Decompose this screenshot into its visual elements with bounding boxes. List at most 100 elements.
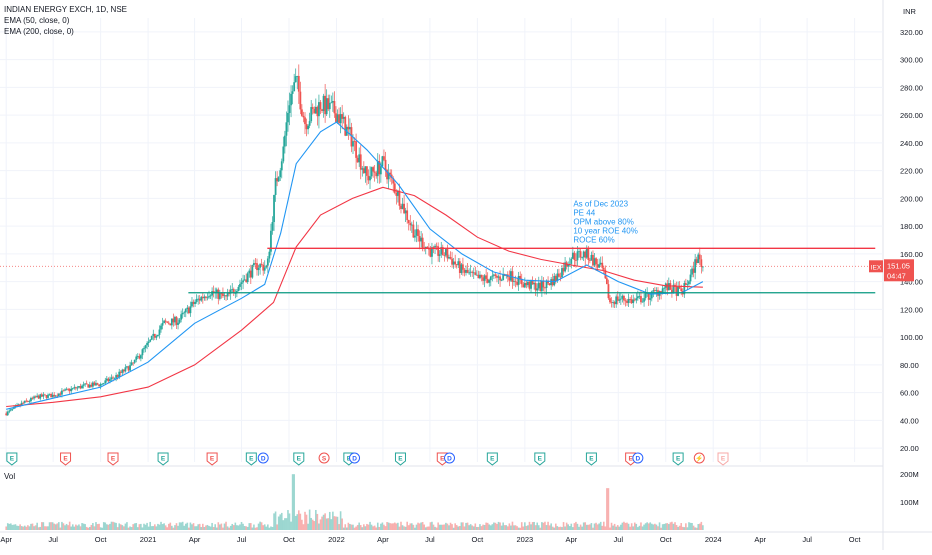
volume-bar [273, 513, 275, 530]
volume-bar [104, 522, 107, 530]
price-tick-label: 200.00 [900, 194, 923, 203]
candle [177, 318, 179, 330]
volume-bar [441, 524, 444, 530]
volume-bar [305, 514, 308, 530]
volume-bar [239, 524, 241, 530]
event-badge[interactable]: E [293, 452, 305, 466]
candle [350, 122, 353, 153]
axes[interactable]: 20.00 40.00 60.00 80.00 100.00 120.00 140.00 16… [0, 7, 923, 544]
volume-bar [265, 526, 268, 530]
candle [697, 252, 700, 264]
candle [613, 300, 616, 309]
candle-body [432, 247, 435, 248]
event-badge[interactable]: E [206, 452, 218, 466]
candle-body [178, 319, 181, 323]
candle [599, 256, 602, 266]
candle-body [30, 397, 32, 402]
event-badges[interactable]: E E E E E E D E S E D E E D E E E E D E ⚡ E [6, 452, 729, 466]
event-badge[interactable]: E [534, 452, 546, 466]
horizontal-lines[interactable] [0, 247, 883, 294]
candle [330, 95, 333, 104]
volume-bar [366, 523, 368, 530]
candle-body [319, 102, 322, 110]
volume-bar [36, 522, 38, 530]
volume-bar [581, 526, 583, 530]
event-badge[interactable]: E [717, 452, 729, 466]
candle [263, 260, 266, 274]
candle-body [17, 404, 20, 406]
candle-body [372, 167, 375, 172]
volume-bar [202, 523, 204, 530]
volume-bar [51, 522, 54, 530]
volume-bar [424, 527, 427, 530]
event-badge[interactable]: E [585, 452, 597, 466]
volume-bar [573, 523, 576, 530]
candle-body [22, 402, 25, 404]
event-badge[interactable]: D [349, 452, 361, 464]
candle-body [294, 76, 297, 83]
badge-shape [717, 452, 729, 466]
event-badge[interactable]: D [632, 452, 644, 464]
candle [691, 265, 693, 278]
event-badge[interactable]: E [157, 452, 169, 466]
event-badge[interactable]: S [318, 452, 330, 464]
candle-body [333, 101, 336, 114]
event-badge[interactable]: E [394, 452, 406, 466]
candle-body [629, 298, 632, 300]
candle [316, 105, 319, 126]
volume-bar [11, 524, 14, 530]
candle-body [282, 146, 285, 162]
event-badge[interactable]: E [6, 452, 18, 466]
event-badge[interactable]: E [672, 452, 684, 466]
event-badge[interactable]: D [257, 452, 269, 464]
candle-body [291, 91, 294, 94]
volume-bar [378, 526, 381, 530]
volume-bar [502, 522, 504, 530]
volume-bar [404, 526, 407, 530]
candle [175, 315, 178, 330]
event-badge[interactable]: D [443, 452, 455, 464]
event-badge[interactable]: ⚡ [693, 452, 705, 464]
volume-bar [669, 522, 672, 530]
candle-body [689, 274, 692, 282]
candle [621, 294, 624, 303]
volume-bar [53, 523, 55, 530]
volume-bar [280, 512, 283, 530]
volume-bar [494, 522, 497, 530]
candle-body [101, 383, 104, 385]
candle [164, 318, 167, 325]
candle [48, 393, 51, 396]
volume-bar [615, 526, 617, 530]
volume-bar [671, 521, 673, 530]
volume-bar [20, 526, 23, 530]
candle-body [344, 116, 347, 136]
candle [208, 290, 210, 300]
candle-body [235, 291, 238, 294]
volume-bar [499, 522, 501, 530]
time-tick-label: Oct [472, 535, 485, 544]
event-badge[interactable]: E [107, 452, 119, 466]
volume-bar [98, 523, 100, 530]
volume-bar [508, 523, 511, 530]
candle [576, 246, 579, 266]
volume-bar [525, 525, 528, 530]
candle [248, 268, 251, 278]
candle [53, 392, 56, 399]
candle-body [256, 263, 258, 271]
event-badge[interactable]: E [486, 452, 498, 466]
candle [437, 242, 440, 262]
candle [144, 344, 147, 353]
candle-body [358, 154, 361, 163]
candle [126, 365, 128, 369]
candle [587, 245, 590, 265]
volume-bar [307, 523, 309, 530]
volume-bar [397, 522, 399, 530]
event-badge[interactable]: E [245, 452, 257, 466]
event-badge[interactable]: E [60, 452, 72, 466]
candle-body [595, 258, 597, 265]
candle-body [139, 355, 142, 359]
volume-bar [236, 525, 238, 530]
volume-bar [41, 522, 43, 530]
